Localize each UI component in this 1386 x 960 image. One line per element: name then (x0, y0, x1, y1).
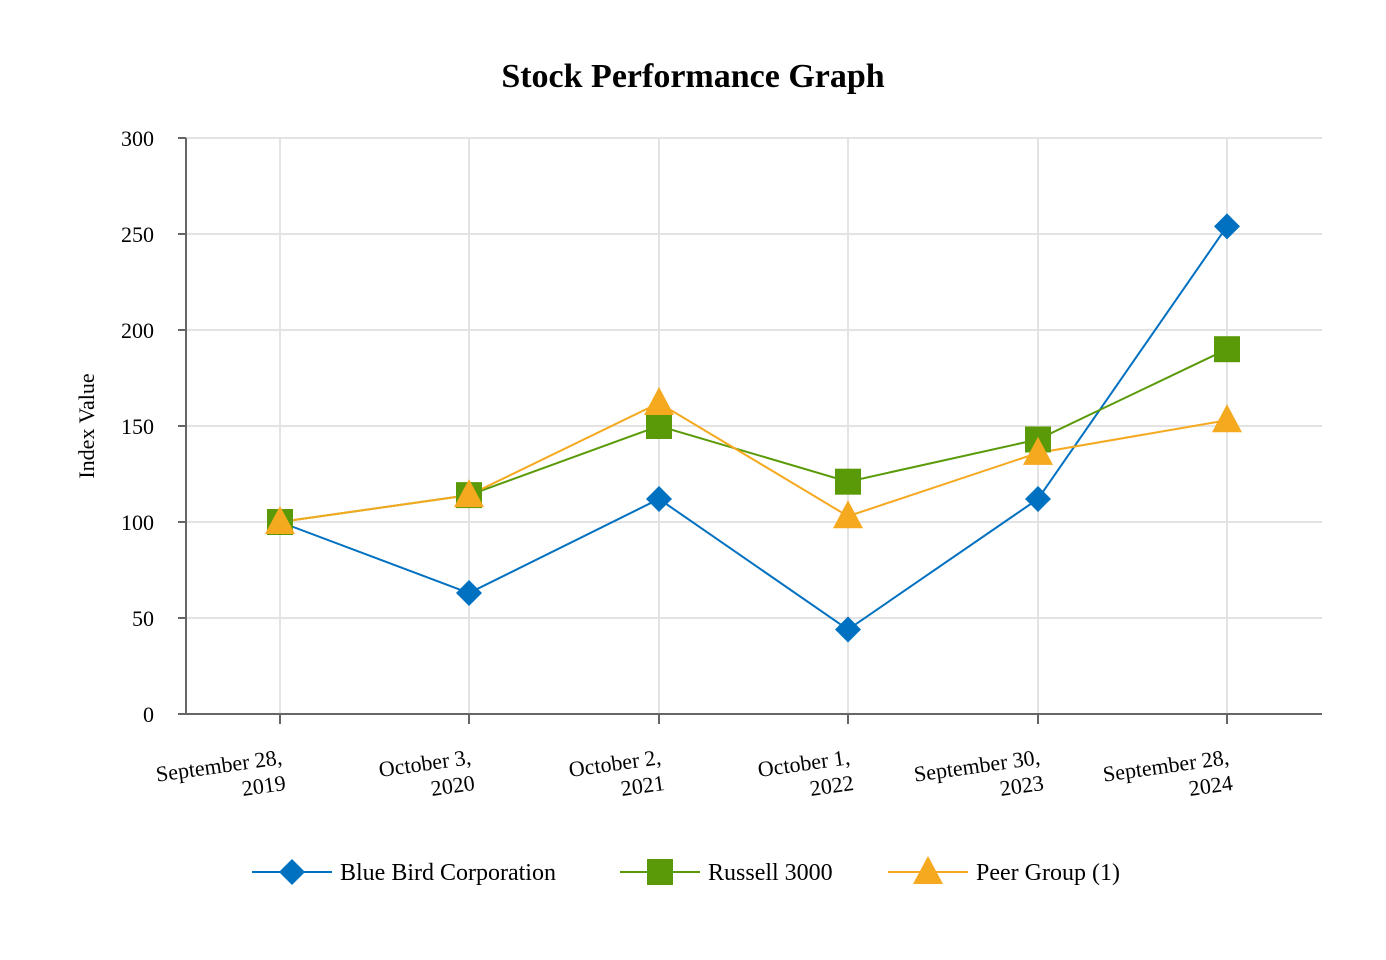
legend-item: Peer Group (1) (888, 856, 1120, 886)
data-point (644, 386, 674, 415)
data-point (646, 485, 672, 512)
legend: Blue Bird Corporation Russell 3000 Peer Gr… (252, 856, 1120, 886)
y-tick-label: 300 (121, 126, 154, 151)
y-tick-label: 250 (121, 222, 154, 247)
legend-marker (647, 859, 673, 885)
x-tick-label: September 30,2023 (912, 744, 1045, 812)
series-line-2 (279, 348, 1228, 523)
y-tick-label: 200 (121, 318, 154, 343)
chart-title: Stock Performance Graph (501, 58, 885, 95)
x-tick-label: October 1,2022 (756, 744, 855, 807)
x-tick-label: October 3,2020 (377, 744, 476, 807)
legend-marker (913, 856, 943, 884)
legend-label: Russell 3000 (708, 860, 833, 886)
x-tick-line: 2020 (429, 770, 476, 801)
series-layer (265, 213, 1242, 643)
y-tick-label: 0 (143, 702, 154, 727)
data-point (646, 413, 672, 439)
x-tick-label: October 2,2021 (567, 744, 666, 807)
data-point (1025, 485, 1051, 512)
legend-item: Russell 3000 (620, 859, 833, 886)
axis-layer: 0 50 100 150 200 250 300 September 28,2019 Octob… (121, 126, 1322, 812)
x-tick-line: 2019 (240, 770, 287, 801)
y-tick-label: 150 (121, 414, 154, 439)
data-point (835, 468, 861, 495)
y-tick-label: 100 (121, 510, 154, 535)
x-tick-line: 2023 (998, 770, 1045, 801)
data-point (835, 616, 861, 643)
data-point (265, 506, 295, 534)
data-point (454, 479, 484, 508)
x-tick-line: 2022 (808, 770, 855, 801)
data-point (1212, 404, 1242, 433)
data-point (1214, 336, 1240, 363)
data-point (1023, 436, 1053, 465)
legend-label: Peer Group (1) (976, 860, 1120, 886)
x-tick-label: September 28,2019 (154, 744, 287, 812)
y-axis-label: Index Value (74, 373, 99, 478)
legend-label: Blue Bird Corporation (340, 860, 556, 886)
chart-svg: 0 50 100 150 200 250 300 September 28,2019 Octob… (74, 126, 1322, 812)
x-tick-label: September 28,2024 (1101, 744, 1234, 812)
data-point (456, 580, 482, 607)
x-tick-line: 2024 (1187, 770, 1234, 801)
y-tick-label: 50 (132, 606, 154, 631)
legend-marker (279, 859, 305, 885)
x-tick-line: 2021 (619, 770, 666, 801)
series-line-3 (279, 401, 1228, 523)
series-line-1 (279, 225, 1228, 631)
data-point (1214, 213, 1240, 240)
legend-item: Blue Bird Corporation (252, 859, 556, 886)
grid-layer (186, 137, 1322, 714)
data-point (833, 500, 863, 529)
